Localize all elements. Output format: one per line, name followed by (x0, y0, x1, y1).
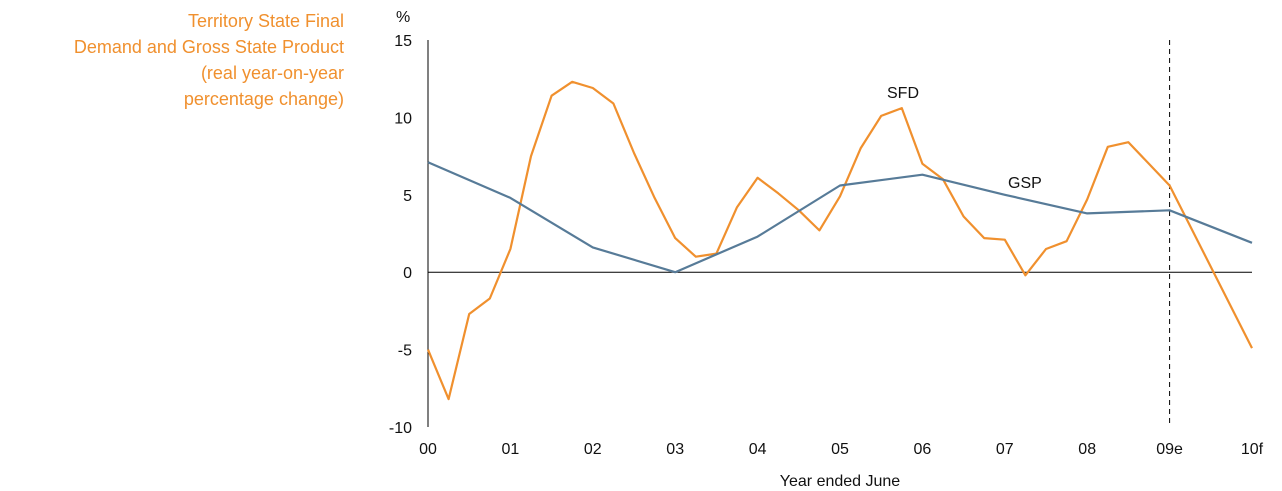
x-tick-label: 05 (831, 441, 849, 458)
series-line-sfd (426, 80, 1253, 401)
x-axis-title: Year ended June (780, 473, 901, 490)
series-label-sfd: SFD (887, 85, 919, 102)
caption-line-3: (real year-on-year (200, 63, 344, 83)
y-axis-unit-label: % (396, 9, 410, 26)
y-tick-label: -5 (398, 343, 412, 360)
caption-line-1: Territory State Final (187, 11, 344, 31)
x-tick-label: 01 (502, 441, 520, 458)
x-tick-label: 02 (584, 441, 602, 458)
y-tick-label: 0 (403, 265, 412, 282)
x-tick-label: 08 (1078, 441, 1096, 458)
x-tick-label: 00 (419, 441, 437, 458)
chart-axes (427, 40, 1252, 427)
chart-caption: Territory State Final Demand and Gross S… (4, 8, 344, 112)
series-lines (426, 80, 1253, 401)
caption-line-2: Demand and Gross State Product (73, 37, 344, 57)
y-tick-label: 10 (394, 110, 412, 127)
series-label-gsp: GSP (1008, 175, 1042, 192)
y-tick-label: -10 (389, 420, 412, 437)
y-tick-label: 5 (403, 188, 412, 205)
caption-line-4: percentage change) (183, 89, 344, 109)
x-tick-label: 10f (1241, 441, 1264, 458)
x-tick-label: 09e (1156, 441, 1183, 458)
x-tick-label: 04 (749, 441, 767, 458)
series-line-gsp (427, 161, 1253, 274)
x-tick-label: 07 (996, 441, 1014, 458)
x-tick-label: 03 (666, 441, 684, 458)
y-tick-label: 15 (394, 33, 412, 50)
x-tick-label: 06 (914, 441, 932, 458)
